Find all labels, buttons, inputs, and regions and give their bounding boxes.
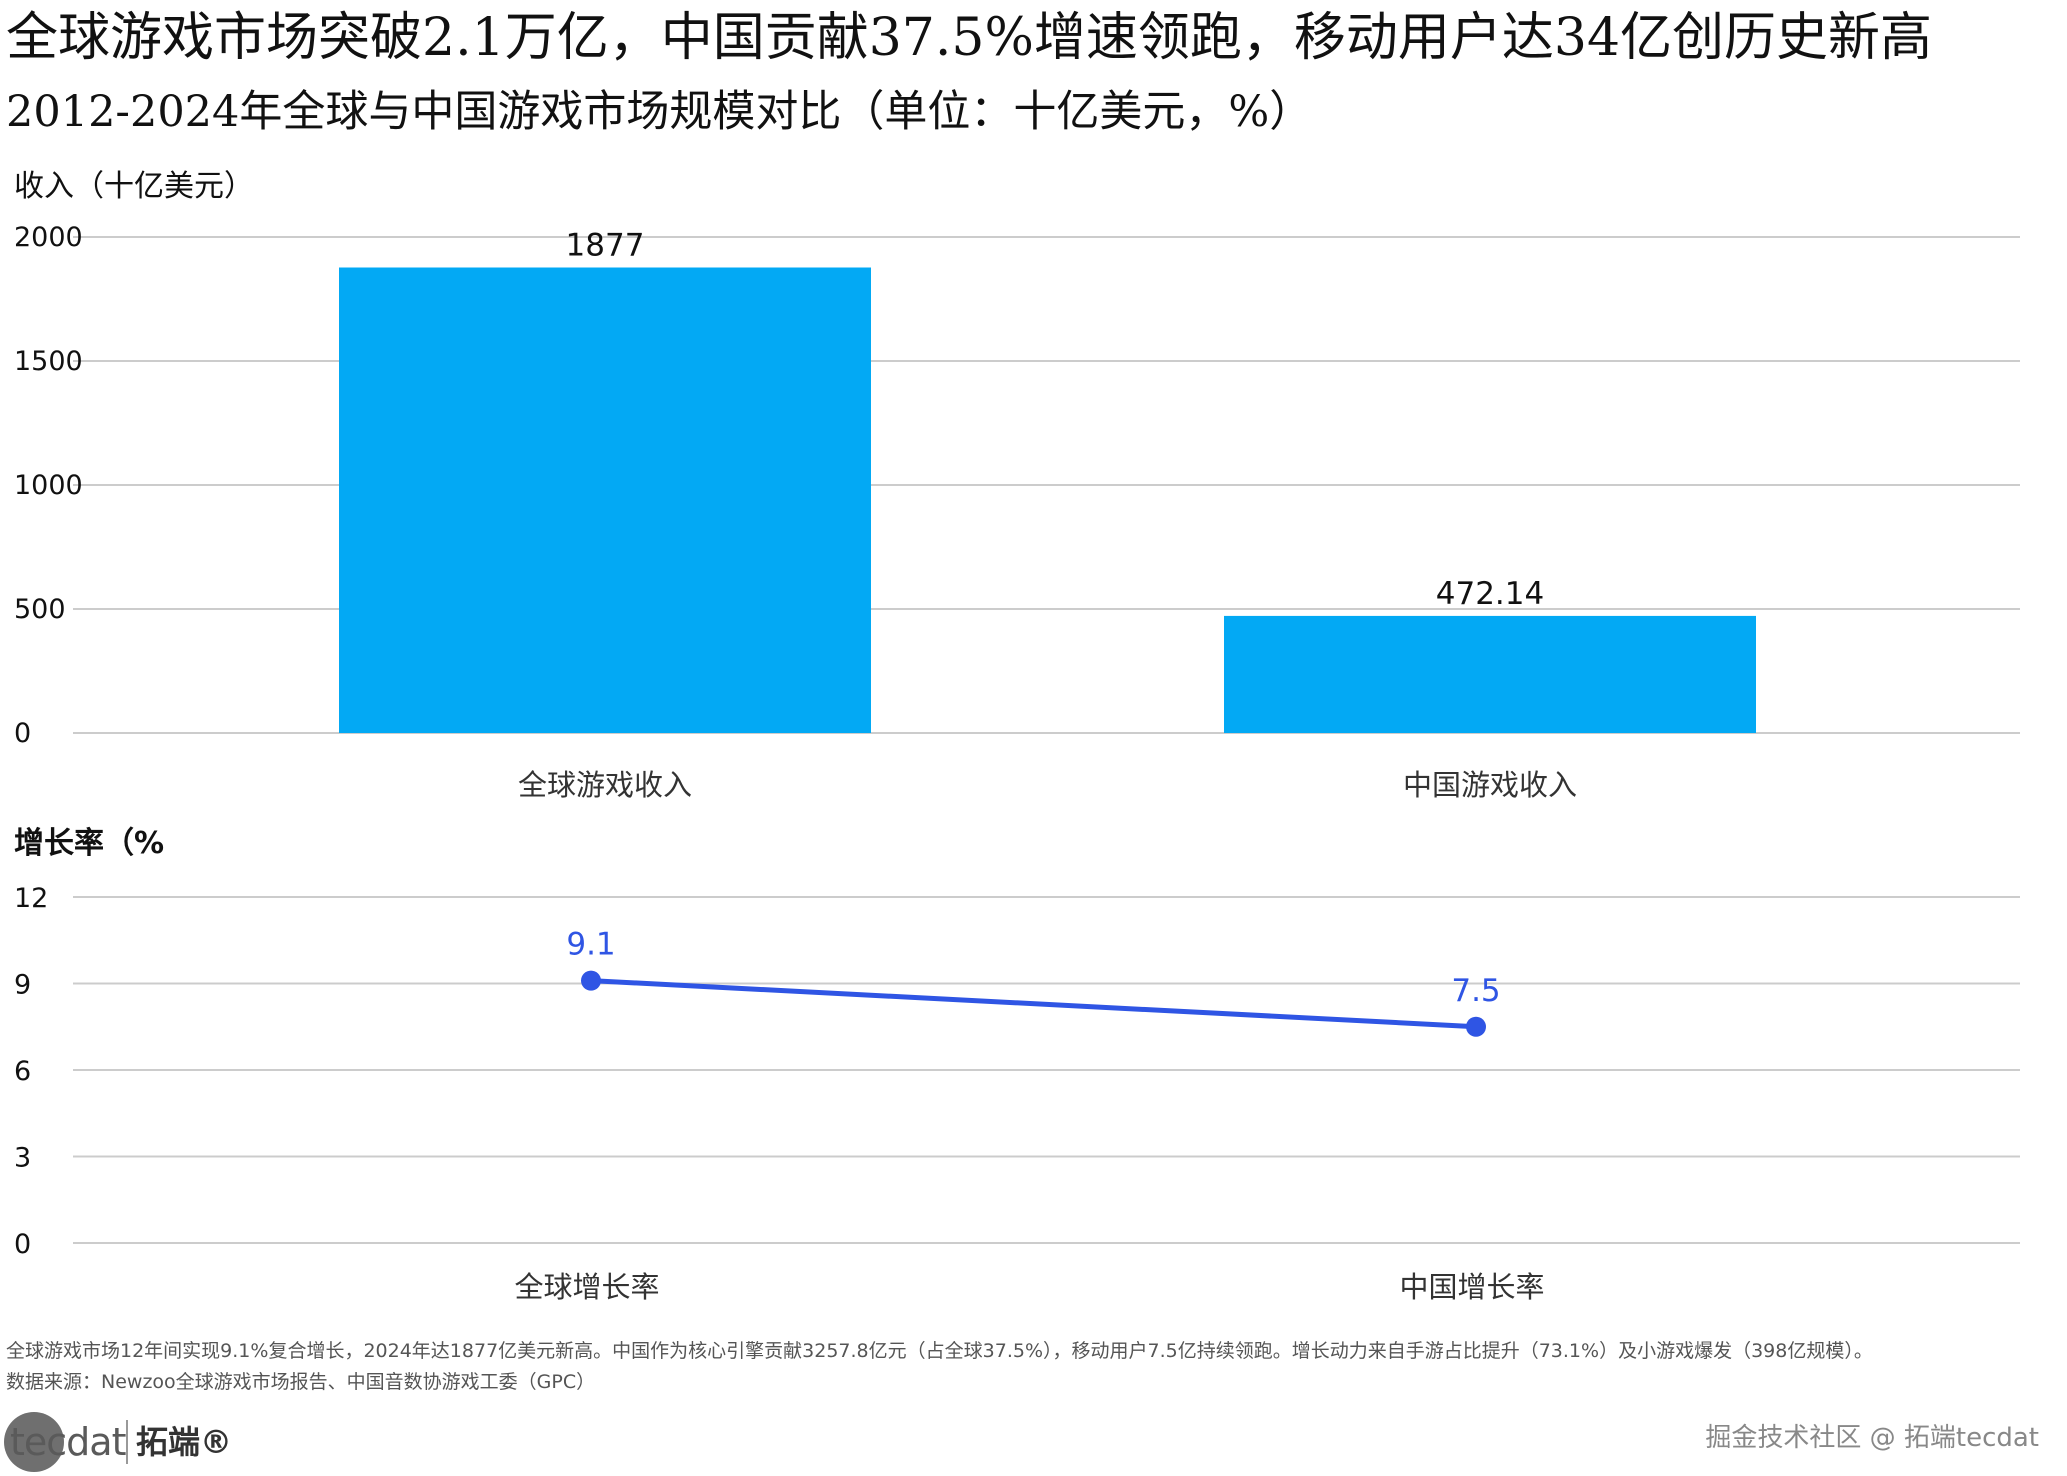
line-point <box>581 970 601 991</box>
bar-y-tick-label: 2000 <box>14 222 83 253</box>
footer-note: 全球游戏市场12年间实现9.1%复合增长，2024年达1877亿美元新高。中国作… <box>6 1340 1873 1362</box>
bar-y-tick-label: 0 <box>14 718 31 749</box>
line-x-tick-label: 中国增长率 <box>1399 1270 1544 1304</box>
bar-y-tick-label: 500 <box>14 594 66 625</box>
chart-subtitle: 2012-2024年全球与中国游戏市场规模对比（单位：十亿美元，%） <box>6 87 1313 137</box>
bar-x-tick-label: 中国游戏收入 <box>1403 768 1577 802</box>
line-y-axis-label: 增长率（% <box>14 826 164 861</box>
line-x-tick-label: 全球增长率 <box>514 1270 659 1304</box>
bar <box>1224 615 1756 733</box>
logo-divider <box>126 1420 128 1464</box>
line-point <box>1466 1016 1486 1037</box>
chart-title: 全球游戏市场突破2.1万亿，中国贡献37.5%增速领跑，移动用户达34亿创历史新… <box>6 8 1933 68</box>
bar-value-label: 472.14 <box>1436 576 1544 612</box>
line-y-tick-label: 3 <box>14 1143 31 1174</box>
watermark: 掘金技术社区 @ 拓端tecdat <box>1705 1423 2039 1453</box>
bar-x-tick-label: 全球游戏收入 <box>518 768 692 802</box>
line-y-tick-label: 0 <box>14 1229 31 1260</box>
line-value-label: 9.1 <box>566 927 615 963</box>
bar-y-axis-label: 收入（十亿美元） <box>14 169 254 204</box>
tecdat-logo: tecdat 拓端® <box>4 1412 232 1472</box>
line-y-tick-label: 9 <box>14 970 31 1001</box>
line-y-tick-label: 12 <box>14 883 48 914</box>
bar-y-tick-label: 1000 <box>14 470 83 501</box>
line-value-label: 7.5 <box>1451 973 1500 1009</box>
line-y-tick-label: 6 <box>14 1056 31 1087</box>
logo-wordmark: tecdat <box>10 1420 126 1464</box>
chart-area: 收入（十亿美元） 0 500 1000 1500 2000 1877 全球游戏收入 472.14… <box>14 169 2020 1304</box>
logo-circle-icon <box>4 1412 64 1472</box>
logo-chinese-name: 拓端® <box>136 1423 233 1461</box>
data-source: 数据来源：Newzoo全球游戏市场报告、中国音数协游戏工委（GPC） <box>6 1371 596 1393</box>
bar-y-tick-label: 1500 <box>14 346 83 377</box>
bar <box>339 267 871 733</box>
growth-rate-line <box>590 978 1477 1030</box>
bar-value-label: 1877 <box>566 228 645 264</box>
